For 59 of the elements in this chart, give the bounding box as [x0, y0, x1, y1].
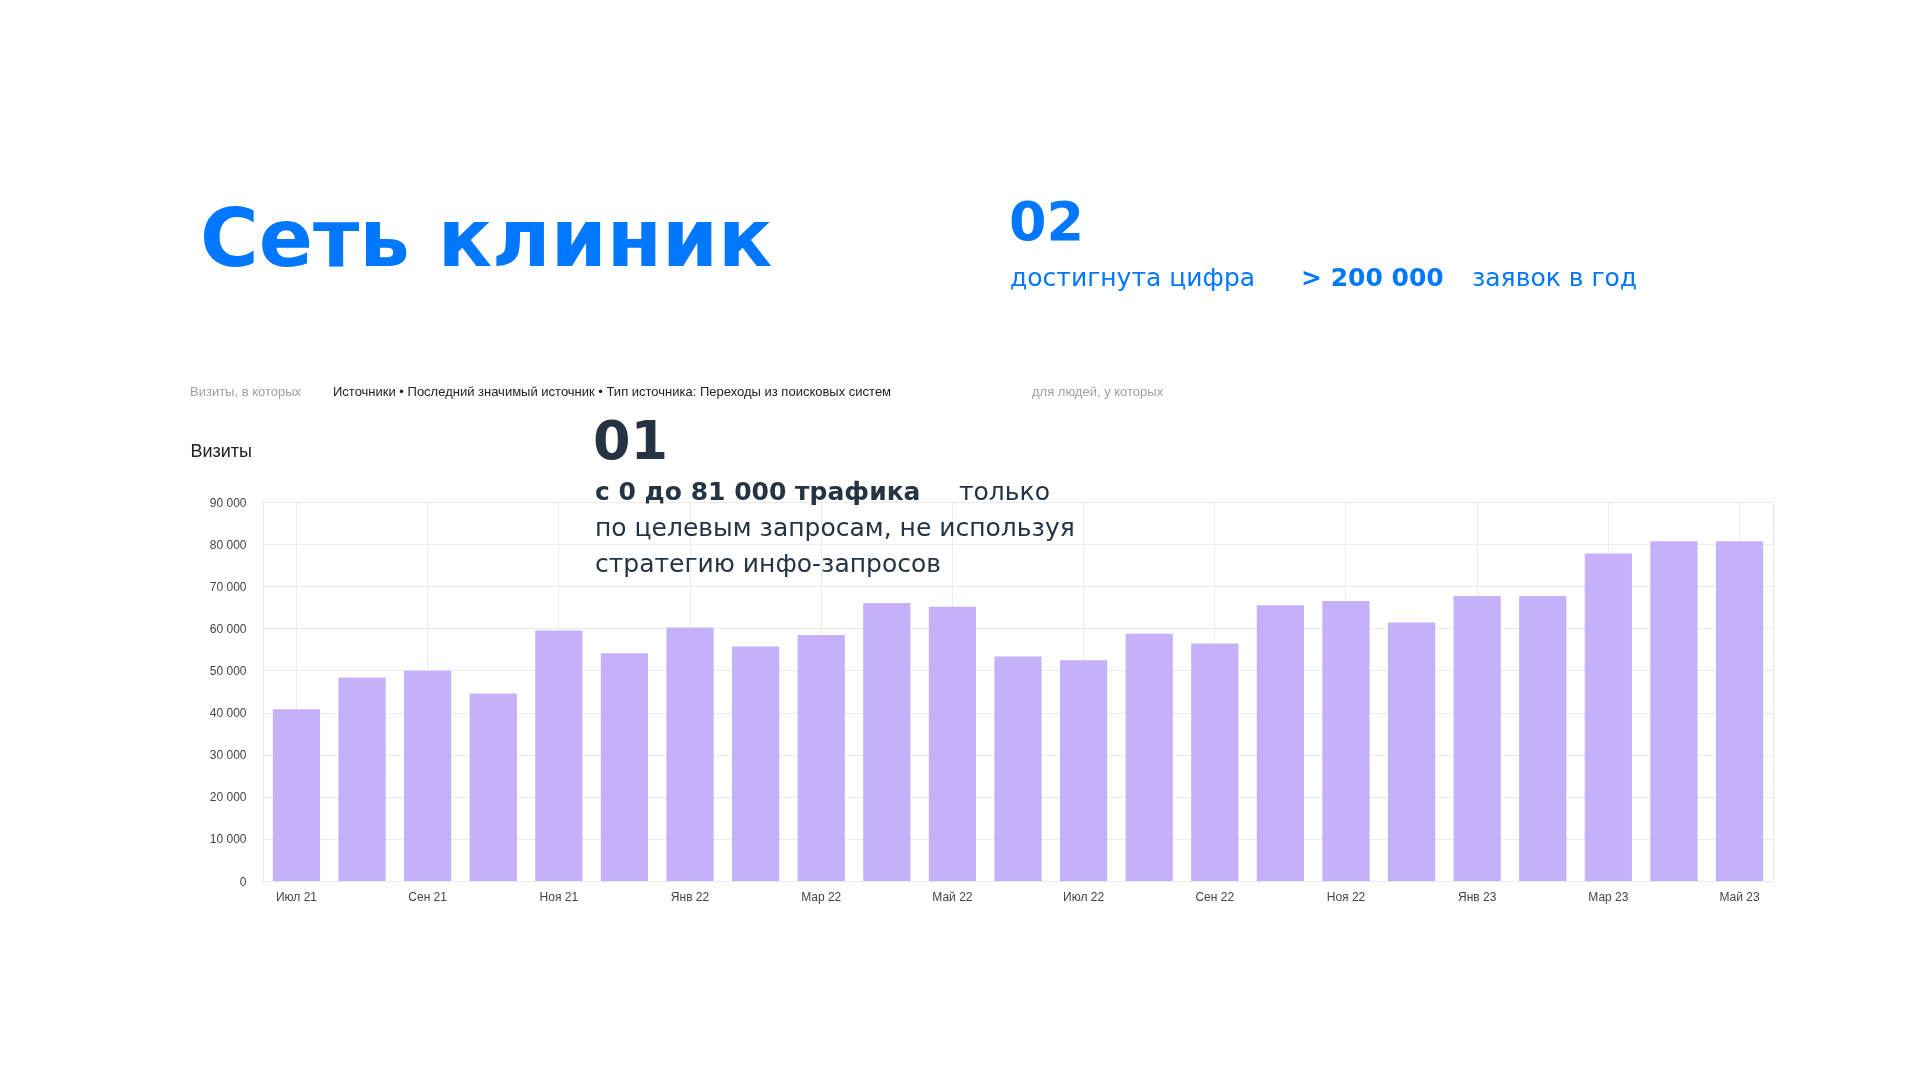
- bar: [863, 603, 911, 881]
- y-tick-label: 30 000: [209, 748, 247, 763]
- text: для людей, у которых: [1032, 384, 1164, 399]
- x-tick-label: Сен 22: [1195, 889, 1235, 904]
- x-tick-label: Янв 22: [670, 889, 710, 904]
- bar: [1059, 660, 1108, 881]
- bar: [1650, 541, 1698, 881]
- bar: [1715, 541, 1764, 881]
- bar: [1584, 553, 1632, 881]
- bar: [928, 606, 977, 881]
- text: > 200 000: [1301, 263, 1444, 292]
- x-tick-label: Мар 22: [801, 889, 842, 904]
- x-tick-label: Ноя 21: [539, 889, 579, 904]
- bar: [469, 693, 517, 881]
- y-tick-label: 40 000: [209, 706, 247, 721]
- bar: [666, 627, 714, 881]
- y-tick-label: 50 000: [209, 663, 247, 678]
- y-tick-label: 10 000: [209, 832, 247, 847]
- x-tick-label: Май 22: [932, 889, 973, 904]
- x-tick-label: Июл 22: [1063, 889, 1105, 904]
- annotation: стратегию инфо-запросов: [595, 549, 941, 578]
- bar: [404, 670, 452, 881]
- y-tick-label: 20 000: [209, 790, 247, 805]
- bar: [1256, 605, 1304, 881]
- text: 02: [1009, 190, 1085, 253]
- bar: [994, 656, 1042, 881]
- bar: [600, 653, 649, 881]
- annotation: по целевым запросам, не используя: [595, 513, 1075, 542]
- annotation: с 0 до 81 000 трафика: [595, 477, 921, 506]
- y-axis-title: Визиты: [190, 440, 253, 461]
- text: заявок в год: [1472, 263, 1638, 292]
- x-tick-label: Сен 21: [408, 889, 448, 904]
- y-tick-label: 70 000: [209, 579, 247, 594]
- bar: [1191, 643, 1239, 881]
- bar: [535, 630, 583, 881]
- bar: [1519, 595, 1567, 881]
- x-tick-label: Май 23: [1719, 889, 1760, 904]
- bar: [797, 635, 845, 881]
- x-tick-label: Мар 23: [1588, 889, 1629, 904]
- y-tick-label: 80 000: [209, 537, 247, 552]
- bar: [1125, 633, 1173, 881]
- x-tick-label: Июл 21: [275, 889, 318, 904]
- text: 01: [593, 409, 669, 472]
- x-tick-label: Ноя 22: [1326, 889, 1366, 904]
- text: достигнута цифра: [1010, 263, 1256, 292]
- bar: [1322, 600, 1370, 881]
- y-tick-label: 90 000: [209, 495, 247, 510]
- bar: [1453, 595, 1501, 881]
- x-tick-label: Янв 23: [1457, 889, 1497, 904]
- text: Источники • Последний значимый источник • Тип источника: Переходы из поисковых систем: [333, 384, 892, 399]
- annotation: только: [959, 477, 1050, 506]
- y-tick-label: 0: [239, 874, 247, 889]
- bar: [732, 646, 780, 881]
- y-tick-label: 60 000: [209, 621, 247, 636]
- text: Визиты, в которых: [190, 384, 302, 399]
- bar: [338, 677, 386, 881]
- chart-title: Сеть клиник: [200, 192, 773, 285]
- bar: [1387, 622, 1436, 881]
- bar: [272, 709, 321, 881]
